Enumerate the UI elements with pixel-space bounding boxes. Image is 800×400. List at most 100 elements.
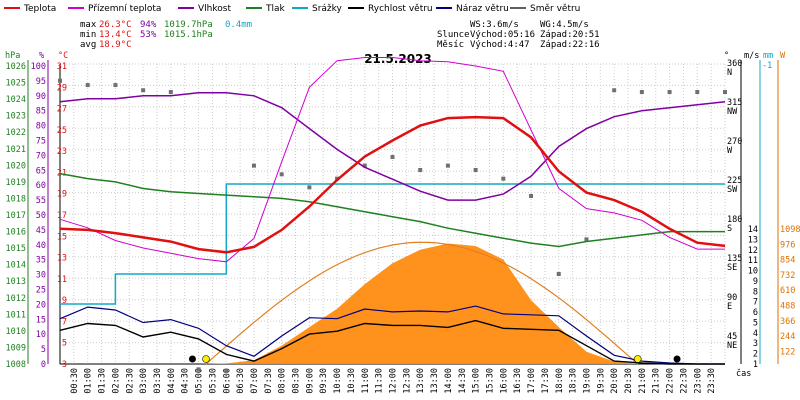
info-mesic-label: Měsíc [437,40,464,50]
stats-max-rain: 0.4mm [225,20,252,30]
chart-title: 21.5.2023 [364,52,432,66]
tick-label-pct: 80 [36,122,46,132]
tick-label-wm2: 610 [780,286,795,296]
tick-label-temp: 15 [57,232,67,242]
tick-label-pct: 40 [36,241,46,251]
tick-label-hpa: 1017 [6,211,26,221]
tick-label-hpa: 1024 [6,95,26,105]
wind-direction-point [58,78,62,83]
tick-label-x: 10:30 [347,368,357,394]
tick-label-x: 18:30 [569,368,579,394]
tick-label-pct: 45 [36,226,46,236]
tick-label-dir-name: W [727,146,733,156]
tick-label-ms: 12 [748,246,758,256]
wind-direction-point [445,163,450,168]
tick-label-dir-deg: 90 [727,293,737,303]
stats-min-temp: 13.4°C [99,30,132,40]
wind-direction-point [279,172,284,177]
wind-direction-point [667,90,672,94]
sunrise-marker [202,355,210,363]
tick-label-x: 04:00 [167,368,177,394]
tick-label-ms: 3 [753,339,758,349]
wind-direction-point [168,90,173,94]
tick-label-dir-name: NE [727,341,737,351]
tick-label-x: 16:30 [513,368,523,394]
tick-label-x: 16:00 [499,368,509,394]
wind-direction-point [639,90,644,94]
legend-label-vlhkost: Vlhkost [198,4,231,14]
tick-label-dir-name: SE [727,263,737,273]
tick-label-x: 15:30 [485,368,495,394]
info-slunce-vychod: Východ:05:16 [470,30,535,40]
tick-label-hpa: 1008 [6,360,26,370]
tick-label-x: 06:00 [222,368,232,394]
tick-label-dir-deg: 270 [727,137,742,147]
tick-label-ms: 8 [753,287,758,297]
wind-direction-point [612,88,617,93]
tick-label-dir-deg: 360 [727,59,742,69]
tick-label-pct: 70 [36,151,46,161]
tick-label-temp: 27 [57,105,67,115]
axis-unit-wm2: W [780,51,786,61]
tick-label-hpa: 1013 [6,277,26,287]
tick-label-dir-name: NW [727,107,738,117]
wind-direction-point [224,369,229,374]
tick-label-pct: 95 [36,77,46,87]
tick-label-x: 02:30 [125,368,135,394]
stats-min-label: min [80,30,96,40]
tick-label-x: 07:00 [250,368,260,394]
tick-label-x: 09:30 [319,368,329,394]
tick-label-temp: 29 [57,83,67,93]
tick-label-temp: 13 [57,254,67,264]
stats-block: max 26.3°C 94% 1019.7hPa 0.4mm min 13.4°… [80,20,252,50]
tick-label-x: 11:30 [375,368,385,394]
wind-direction-point [251,163,256,168]
tick-label-wm2: 122 [780,347,795,357]
tick-label-temp: 9 [62,296,67,306]
stats-min-hum: 53% [140,30,157,40]
tick-label-dir-deg: 180 [727,215,742,225]
tick-label-wm2: 854 [780,256,795,266]
tick-label-hpa: 1022 [6,128,26,138]
tick-label-x: 20:00 [610,368,620,394]
wind-direction-point [196,367,201,372]
stats-avg-label: avg [80,40,96,50]
tick-label-dir-deg: 45 [727,332,737,342]
tick-label-hpa: 1014 [6,261,26,271]
tick-label-wm2: 244 [780,332,795,342]
tick-label-x: 12:30 [402,368,412,394]
tick-label-hpa: 1020 [6,161,26,171]
axis-units: hPa % °C ° m/s mm W čas [5,51,786,379]
tick-label-x: 05:30 [208,368,218,394]
legend: Teplota Přízemní teplota Vlhkost Tlak Sr… [4,4,580,14]
tick-label-x: 18:00 [555,368,565,394]
tick-label-x: 23:00 [693,368,703,394]
wind-direction-point [501,176,506,181]
tick-label-ms: 14 [748,225,758,235]
series-srazky-line [60,183,725,305]
tick-label-ms: 5 [753,318,758,328]
wind-direction-point [307,185,312,190]
tick-label-x: 14:30 [458,368,468,394]
tick-label-temp: 19 [57,190,67,200]
tick-label-x: 21:30 [652,368,662,394]
series-rychlost-vetru-line [59,319,725,365]
info-slunce-label: Slunce [437,30,470,40]
tick-label-pct: 75 [36,137,46,147]
tick-label-x: 22:00 [666,368,676,394]
tick-label-x: 03:30 [153,368,163,394]
tick-label-x: 00:30 [70,368,80,394]
wind-direction-point [584,237,589,242]
series-vlhkost-line [59,92,726,201]
tick-label-x: 06:30 [236,368,246,394]
tick-label-x: 10:00 [333,368,343,394]
tick-label-pct: 0 [41,360,46,370]
tick-label-temp: 17 [57,211,67,221]
tick-label-pct: 100 [31,62,46,72]
tick-label-dir-name: N [727,68,732,78]
tick-label-x: 09:00 [305,368,315,394]
axis-unit-mm: mm [763,51,773,61]
moonrise-marker [188,355,196,363]
tick-label-pct: 20 [36,300,46,310]
tick-label-x: 20:30 [624,368,634,394]
